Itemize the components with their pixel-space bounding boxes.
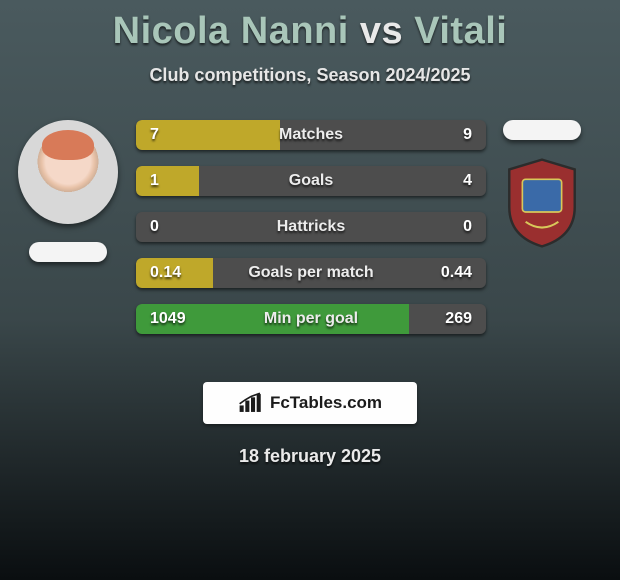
vs-text: vs [360, 10, 403, 52]
stat-bar: 0Hattricks0 [136, 212, 486, 242]
branding-badge: FcTables.com [203, 382, 417, 424]
player2-club-pill [503, 120, 581, 140]
stat-bars: 7Matches9 1Goals4 0Hattricks0 0.14Goals per… [136, 120, 486, 334]
stat-value-right: 0.44 [441, 264, 486, 282]
chart-icon [238, 392, 264, 414]
right-column [482, 120, 602, 248]
stat-value-right: 269 [445, 310, 486, 328]
stat-bar: 1049Min per goal269 [136, 304, 486, 334]
stat-label: Min per goal [136, 310, 486, 328]
left-column [8, 120, 128, 262]
snapshot-date: 18 february 2025 [0, 446, 620, 467]
comparison-main: 7Matches9 1Goals4 0Hattricks0 0.14Goals per… [0, 120, 620, 360]
stat-bar: 0.14Goals per match0.44 [136, 258, 486, 288]
subtitle: Club competitions, Season 2024/2025 [0, 65, 620, 86]
player2-club-crest [500, 158, 584, 248]
stat-label: Goals [136, 172, 486, 190]
stat-label: Goals per match [136, 264, 486, 282]
branding-text: FcTables.com [270, 393, 382, 413]
player1-club-pill [29, 242, 107, 262]
stat-value-right: 9 [463, 126, 486, 144]
player1-name: Nicola Nanni [113, 10, 349, 52]
comparison-title: Nicola Nanni vs Vitali [0, 0, 620, 53]
stat-bar: 7Matches9 [136, 120, 486, 150]
player2-name: Vitali [414, 10, 507, 52]
player1-avatar [18, 120, 118, 224]
stat-bar: 1Goals4 [136, 166, 486, 196]
stat-value-right: 4 [463, 172, 486, 190]
stat-label: Hattricks [136, 218, 486, 236]
stat-label: Matches [136, 126, 486, 144]
stat-value-right: 0 [463, 218, 486, 236]
